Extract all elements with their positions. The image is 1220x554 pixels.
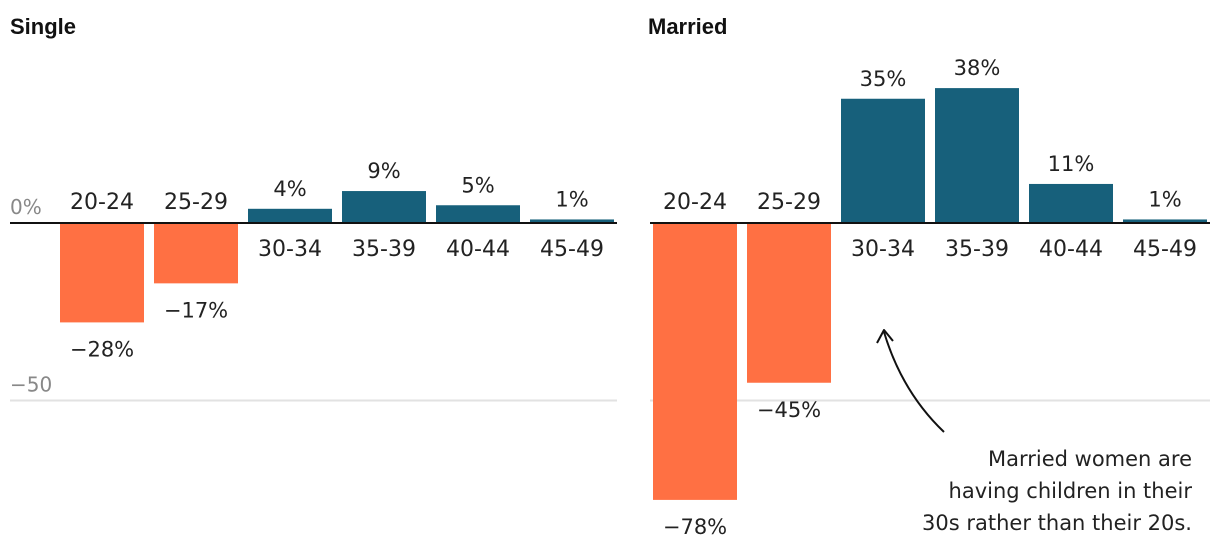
panel-title: Single <box>10 14 76 39</box>
bar <box>248 208 332 223</box>
category-label: 30-34 <box>851 237 915 262</box>
category-label: 45-49 <box>540 237 604 262</box>
bar <box>1123 219 1207 223</box>
bar <box>60 223 144 323</box>
category-label: 35-39 <box>352 237 416 262</box>
bar <box>1029 183 1113 223</box>
y-tick-label: −50 <box>10 373 52 397</box>
data-label: 35% <box>860 67 907 91</box>
category-label: 25-29 <box>757 190 821 215</box>
bar <box>841 98 925 223</box>
category-label: 45-49 <box>1133 237 1197 262</box>
category-label: 20-24 <box>70 190 134 215</box>
panel-title: Married <box>648 14 727 39</box>
data-label: −45% <box>757 398 821 422</box>
data-label: 4% <box>273 177 306 201</box>
category-label: 20-24 <box>663 190 727 215</box>
category-label: 40-44 <box>446 237 510 262</box>
bar <box>154 223 238 284</box>
data-label: 11% <box>1048 152 1095 176</box>
data-label: 1% <box>555 187 588 211</box>
data-label: −78% <box>663 515 727 539</box>
data-label: 38% <box>954 56 1001 80</box>
bar <box>653 223 737 500</box>
data-label: −17% <box>164 298 228 322</box>
category-label: 40-44 <box>1039 237 1103 262</box>
annotation-arrowhead <box>876 329 894 344</box>
data-label: 5% <box>461 173 494 197</box>
bar <box>747 223 831 383</box>
category-label: 35-39 <box>945 237 1009 262</box>
bar <box>935 88 1019 223</box>
data-label: 1% <box>1148 187 1181 211</box>
annotation-text: 30s rather than their 20s. <box>922 511 1192 535</box>
category-label: 30-34 <box>258 237 322 262</box>
data-label: −28% <box>70 337 134 361</box>
annotation-arrow <box>883 331 945 433</box>
annotation-text: Married women are <box>988 447 1192 471</box>
bar <box>342 191 426 223</box>
data-label: 9% <box>367 159 400 183</box>
bar <box>530 219 614 223</box>
y-tick-label: 0% <box>10 195 42 219</box>
category-label: 25-29 <box>164 190 228 215</box>
bar <box>436 205 520 223</box>
annotation-text: having children in their <box>949 479 1193 503</box>
